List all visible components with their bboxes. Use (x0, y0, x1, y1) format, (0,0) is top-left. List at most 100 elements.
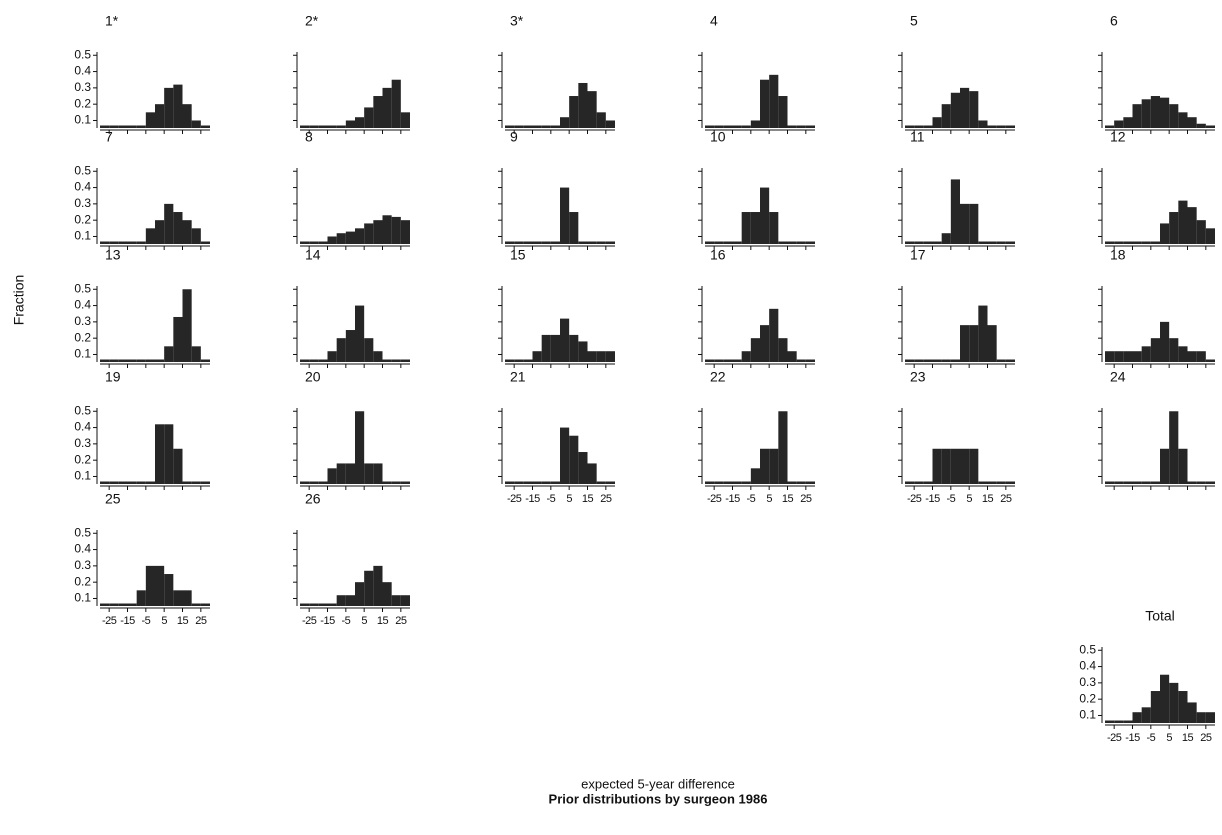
x-tick-label: -15 (120, 615, 135, 627)
histogram-bar (300, 125, 310, 128)
histogram-bar (587, 241, 597, 244)
y-tick-label: 0.5 (74, 281, 91, 295)
x-tick-label: -15 (320, 615, 335, 627)
panel-title: 9 (510, 129, 518, 145)
histogram-bar (336, 233, 346, 244)
histogram-bar (1169, 338, 1179, 362)
histogram-bar (1123, 351, 1133, 362)
histogram-bar (100, 359, 110, 362)
histogram-bar (382, 87, 392, 128)
histogram-bar (732, 241, 742, 244)
histogram-bar (987, 481, 997, 484)
histogram-bar (723, 481, 733, 484)
x-tick-label: 5 (161, 615, 167, 627)
histogram-bar (200, 241, 210, 244)
y-tick-label: 0.2 (74, 330, 91, 344)
histogram-bar (950, 359, 960, 362)
histogram-bar (1205, 228, 1215, 244)
panel-title: 15 (510, 247, 526, 263)
panel-title: 3* (510, 13, 524, 29)
histogram-bar (100, 241, 110, 244)
histogram-bar (1187, 207, 1197, 244)
histogram-bar (941, 233, 951, 244)
histogram-bar (769, 448, 779, 484)
x-tick-label: -25 (907, 493, 922, 505)
histogram-bar (523, 359, 533, 362)
histogram-bar (932, 117, 942, 128)
panel-title: 24 (1110, 369, 1126, 385)
histogram-bar (1123, 241, 1133, 244)
histogram-bar (191, 120, 201, 128)
histogram-bar (400, 481, 410, 484)
histogram-bar (118, 603, 128, 606)
histogram-bar (569, 96, 579, 128)
histogram-bar (741, 125, 751, 128)
panel-title: 14 (305, 247, 321, 263)
histogram-bar (173, 590, 183, 606)
histogram-bar (532, 481, 542, 484)
histogram-bar (1196, 351, 1206, 362)
histogram-bar (382, 359, 392, 362)
histogram-bar (1196, 712, 1206, 723)
histogram-bar (996, 481, 1006, 484)
histogram-bar (336, 125, 346, 128)
histogram-bar (327, 468, 337, 484)
histogram-bar (714, 359, 724, 362)
x-tick-label: 15 (377, 615, 389, 627)
histogram-bar (987, 125, 997, 128)
histogram-bar (1114, 351, 1124, 362)
y-tick-label: 0.1 (74, 229, 91, 243)
histogram-bar (760, 325, 770, 362)
histogram-bar (787, 351, 797, 362)
histogram-bar (978, 120, 988, 128)
x-tick-label: -15 (725, 493, 740, 505)
histogram-bar (741, 351, 751, 362)
panel-title: Total (1145, 608, 1175, 624)
histogram-bar (532, 125, 542, 128)
histogram-bar (345, 463, 355, 484)
histogram-bar (382, 481, 392, 484)
histogram-bar (155, 424, 165, 484)
histogram-bar (400, 220, 410, 244)
x-tick-label: 25 (1200, 732, 1212, 744)
histogram-bar (732, 481, 742, 484)
histogram-bar (514, 241, 524, 244)
histogram-bar (769, 74, 779, 128)
x-tick-label: -25 (102, 615, 117, 627)
y-tick-label: 0.4 (74, 180, 91, 194)
x-tick-label: 15 (582, 493, 594, 505)
histogram-bar (127, 125, 137, 128)
x-tick-label: 5 (966, 493, 972, 505)
histogram-bar (978, 241, 988, 244)
histogram-bar (905, 125, 915, 128)
histogram-bar (587, 91, 597, 128)
histogram-bar (796, 481, 806, 484)
histogram-bar (1005, 241, 1015, 244)
histogram-bar (1160, 97, 1170, 128)
panel-title: 22 (710, 369, 726, 385)
panel-title: 20 (305, 369, 321, 385)
histogram-bar (100, 125, 110, 128)
histogram-bar (960, 87, 970, 128)
panel-title: 23 (910, 369, 926, 385)
histogram-bar (932, 448, 942, 484)
x-tick-label: 25 (600, 493, 612, 505)
panel-title: 7 (105, 129, 113, 145)
y-tick-label: 0.2 (74, 452, 91, 466)
histogram-bar (364, 223, 374, 244)
y-tick-label: 0.3 (74, 196, 91, 210)
histogram-bar (1187, 702, 1197, 723)
histogram-bar (914, 125, 924, 128)
panel-title: 11 (910, 129, 925, 145)
histogram-bar (505, 481, 515, 484)
histogram-bar (923, 125, 933, 128)
histogram-bar (182, 590, 192, 606)
histogram-bar (596, 241, 606, 244)
histogram-bar (550, 481, 560, 484)
histogram-bar (1141, 241, 1151, 244)
histogram-bar (1132, 351, 1142, 362)
histogram-bar (960, 325, 970, 362)
y-tick-label: 0.1 (74, 469, 91, 483)
histogram-bar (969, 448, 979, 484)
